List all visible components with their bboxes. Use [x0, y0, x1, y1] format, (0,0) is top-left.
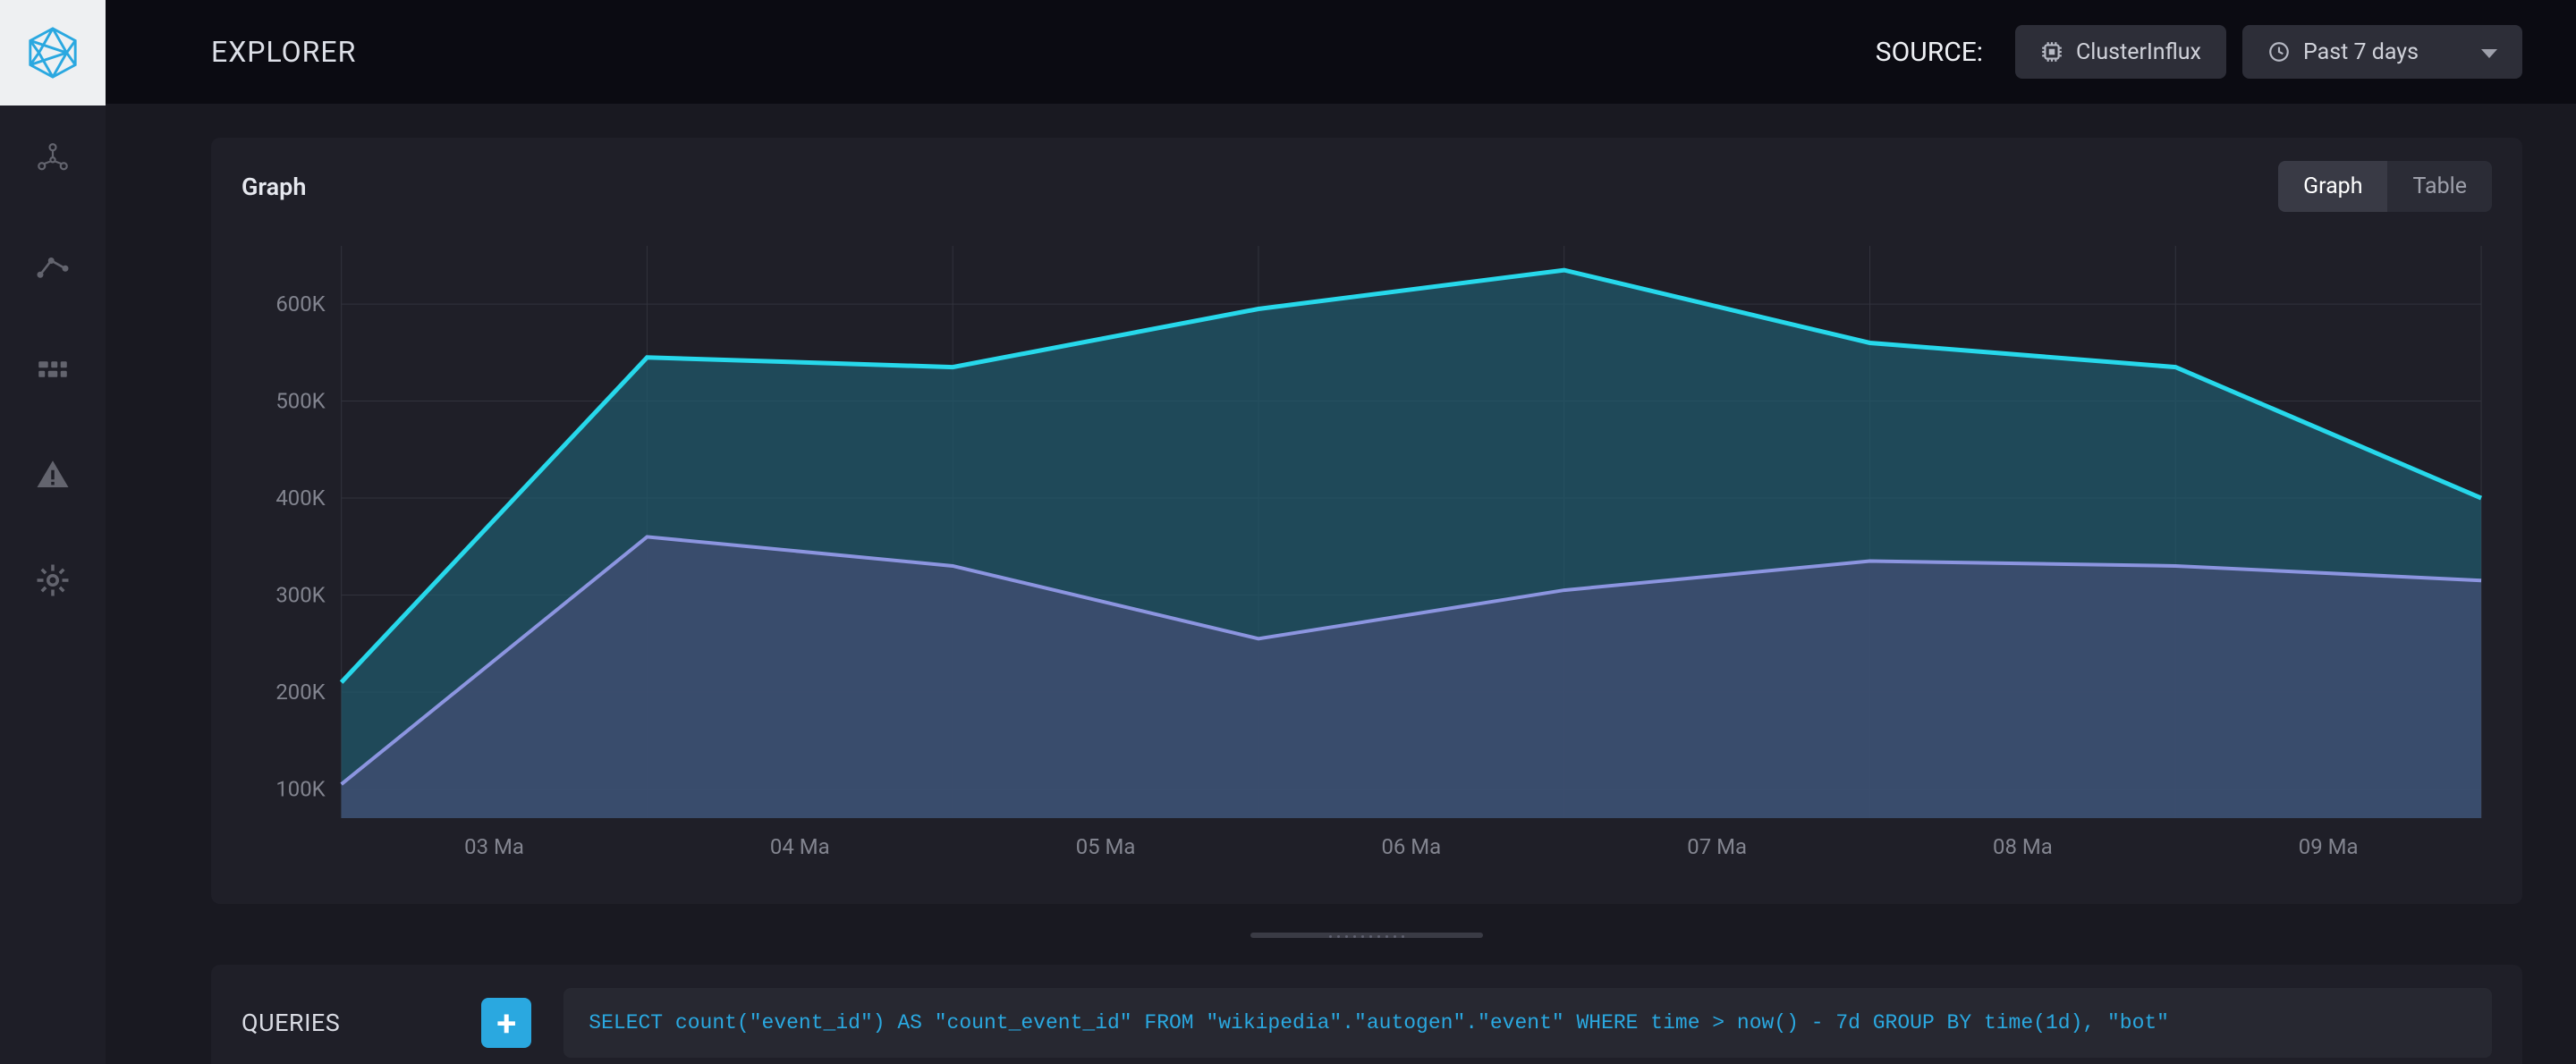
- chip-icon: [2040, 40, 2063, 63]
- view-toggle: Graph Table: [2278, 161, 2492, 212]
- topbar: EXPLORER SOURCE: ClusterInflux: [106, 0, 2576, 104]
- queries-title: QUERIES: [242, 1009, 340, 1037]
- chart-container: 100K 200K 300K 400K 500K 600K 03 Ma 04 Ma 05 Ma 0…: [211, 228, 2522, 904]
- time-range-selector[interactable]: Past 7 days: [2242, 25, 2522, 79]
- view-option-table[interactable]: Table: [2387, 161, 2492, 212]
- svg-text:06 Ma: 06 Ma: [1381, 834, 1441, 859]
- source-selector[interactable]: ClusterInflux: [2015, 25, 2226, 79]
- graph-panel-header: Graph Graph Table: [211, 138, 2522, 228]
- page-title: EXPLORER: [211, 35, 356, 69]
- main-column: EXPLORER SOURCE: ClusterInflux: [106, 0, 2576, 1064]
- svg-text:07 Ma: 07 Ma: [1687, 834, 1747, 859]
- svg-text:04 Ma: 04 Ma: [770, 834, 830, 859]
- svg-text:200K: 200K: [275, 680, 326, 705]
- nav-item-hosts[interactable]: [0, 106, 106, 211]
- alert-icon: [34, 456, 72, 494]
- plus-icon: +: [496, 1002, 516, 1044]
- graph-panel: Graph Graph Table 100K 200K 300K 400K 500K 60…: [211, 138, 2522, 904]
- nav-item-explorer[interactable]: [0, 211, 106, 317]
- queries-panel: QUERIES + SELECT count("event_id") AS "c…: [211, 965, 2522, 1064]
- query-text: SELECT count("event_id") AS "count_event…: [589, 1011, 2169, 1034]
- sidebar: [0, 0, 106, 1064]
- add-query-button[interactable]: +: [481, 998, 531, 1048]
- svg-text:08 Ma: 08 Ma: [1993, 834, 2053, 859]
- network-icon: [34, 139, 72, 177]
- clock-icon: [2267, 40, 2291, 63]
- nav-item-dashboards[interactable]: [0, 317, 106, 422]
- view-option-graph[interactable]: Graph: [2278, 161, 2387, 212]
- time-range-value: Past 7 days: [2303, 39, 2419, 65]
- settings-icon: [34, 562, 72, 599]
- logo-tile[interactable]: [0, 0, 106, 106]
- chevron-down-icon: [2481, 39, 2497, 65]
- path-icon: [34, 245, 72, 283]
- svg-text:05 Ma: 05 Ma: [1076, 834, 1136, 859]
- svg-text:500K: 500K: [275, 389, 326, 414]
- logo-icon: [25, 25, 80, 80]
- query-editor[interactable]: SELECT count("event_id") AS "count_event…: [564, 988, 2492, 1058]
- app-root: EXPLORER SOURCE: ClusterInflux: [0, 0, 2576, 1064]
- svg-text:09 Ma: 09 Ma: [2299, 834, 2359, 859]
- graph-panel-title: Graph: [242, 173, 306, 201]
- source-value: ClusterInflux: [2076, 39, 2201, 65]
- area-chart: 100K 200K 300K 400K 500K 600K 03 Ma 04 Ma 05 Ma 0…: [243, 228, 2490, 872]
- resize-handle[interactable]: [1250, 933, 1483, 938]
- nav-item-alerts[interactable]: [0, 422, 106, 528]
- nav-item-settings[interactable]: [0, 528, 106, 633]
- source-label: SOURCE:: [1876, 37, 1983, 68]
- svg-text:03 Ma: 03 Ma: [464, 834, 524, 859]
- content-area: Graph Graph Table 100K 200K 300K 400K 500K 60…: [106, 104, 2576, 1064]
- svg-text:400K: 400K: [275, 486, 326, 511]
- svg-text:600K: 600K: [275, 291, 326, 317]
- dashboard-icon: [34, 350, 72, 388]
- svg-text:300K: 300K: [275, 582, 326, 607]
- svg-text:100K: 100K: [275, 776, 326, 801]
